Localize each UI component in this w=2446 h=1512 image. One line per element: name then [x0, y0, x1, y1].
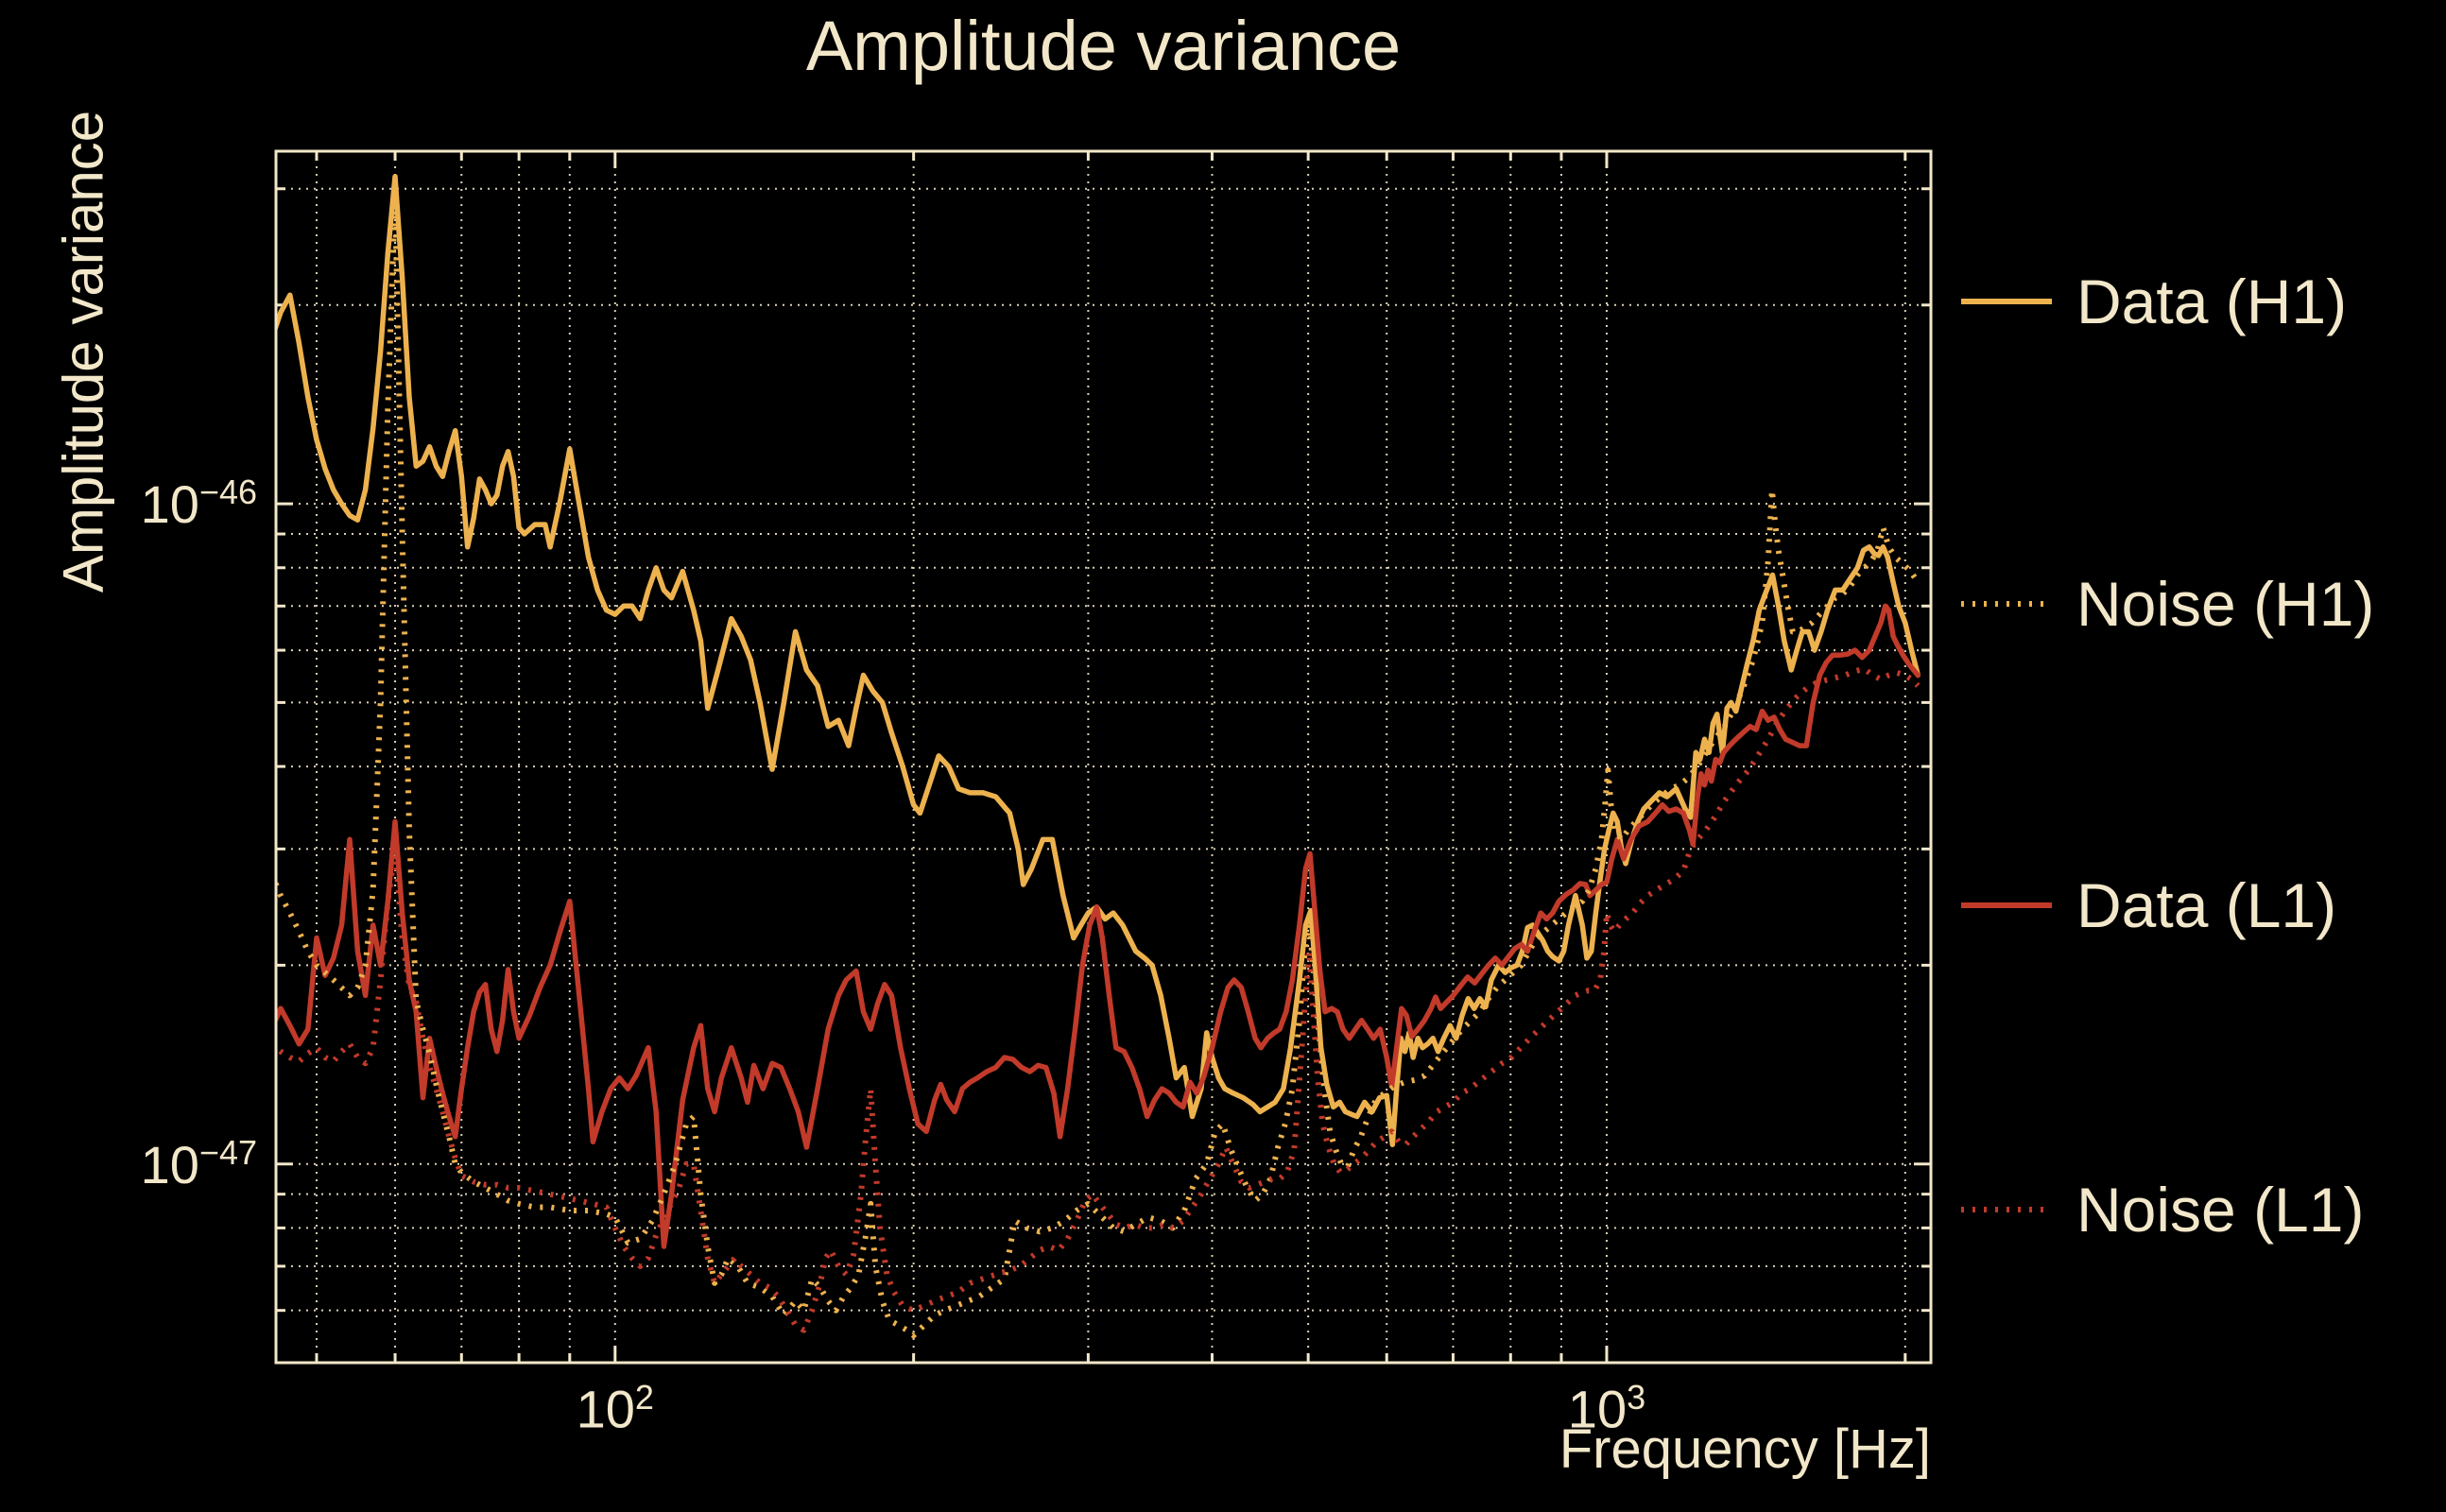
- series-line-noise-h1-: [276, 196, 1921, 1339]
- legend-label: Noise (H1): [2076, 569, 2375, 639]
- x-tick-label: 102: [576, 1378, 654, 1439]
- series-line-data-l1-: [276, 603, 1921, 1249]
- legend-entry-noise-h1-: Noise (H1): [1961, 568, 2374, 640]
- dotted-line-swatch-icon: [1961, 601, 2052, 607]
- legend-label: Noise (L1): [2076, 1175, 2365, 1245]
- chart-title: Amplitude variance: [805, 7, 1402, 85]
- dotted-line-swatch-icon: [1961, 1207, 2052, 1212]
- legend-label: Data (H1): [2076, 266, 2348, 336]
- x-tick-label: 103: [1567, 1378, 1646, 1439]
- legend-entry-noise-l1-: Noise (L1): [1961, 1174, 2364, 1246]
- legend-entry-data-l1-: Data (L1): [1961, 869, 2336, 941]
- y-tick-label: 10−46: [140, 472, 257, 534]
- solid-line-swatch-icon: [1961, 299, 2052, 304]
- x-axis-title: Frequency [Hz]: [1559, 1418, 1931, 1480]
- legend-label: Data (L1): [2076, 870, 2337, 940]
- legend: Data (H1) Noise (H1) Data (L1) Noise (L1): [1961, 0, 2446, 1512]
- plot-frame: [274, 149, 1933, 1365]
- solid-line-swatch-icon: [1961, 902, 2052, 908]
- y-tick-label: 10−47: [140, 1132, 257, 1194]
- legend-entry-data-h1-: Data (H1): [1961, 266, 2347, 337]
- series-line-data-h1-: [276, 174, 1921, 1147]
